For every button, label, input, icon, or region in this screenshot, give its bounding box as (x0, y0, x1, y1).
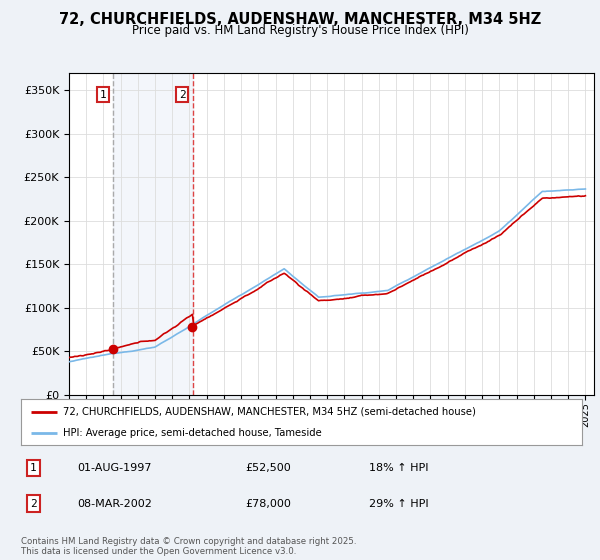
Text: 2: 2 (30, 498, 37, 508)
Text: 1: 1 (100, 90, 106, 100)
Text: 2: 2 (179, 90, 185, 100)
Text: 18% ↑ HPI: 18% ↑ HPI (369, 463, 428, 473)
Bar (113, 73, 193, 395)
Text: £52,500: £52,500 (245, 463, 291, 473)
Text: 72, CHURCHFIELDS, AUDENSHAW, MANCHESTER, M34 5HZ (semi-detached house): 72, CHURCHFIELDS, AUDENSHAW, MANCHESTER,… (63, 407, 476, 417)
Text: Price paid vs. HM Land Registry's House Price Index (HPI): Price paid vs. HM Land Registry's House … (131, 24, 469, 37)
Text: 01-AUG-1997: 01-AUG-1997 (77, 463, 152, 473)
Text: 08-MAR-2002: 08-MAR-2002 (77, 498, 152, 508)
Text: 29% ↑ HPI: 29% ↑ HPI (369, 498, 428, 508)
Text: Contains HM Land Registry data © Crown copyright and database right 2025.
This d: Contains HM Land Registry data © Crown c… (21, 536, 356, 556)
Text: 1: 1 (30, 463, 37, 473)
Text: £78,000: £78,000 (245, 498, 291, 508)
Text: HPI: Average price, semi-detached house, Tameside: HPI: Average price, semi-detached house,… (63, 428, 322, 438)
Text: 72, CHURCHFIELDS, AUDENSHAW, MANCHESTER, M34 5HZ: 72, CHURCHFIELDS, AUDENSHAW, MANCHESTER,… (59, 12, 541, 27)
